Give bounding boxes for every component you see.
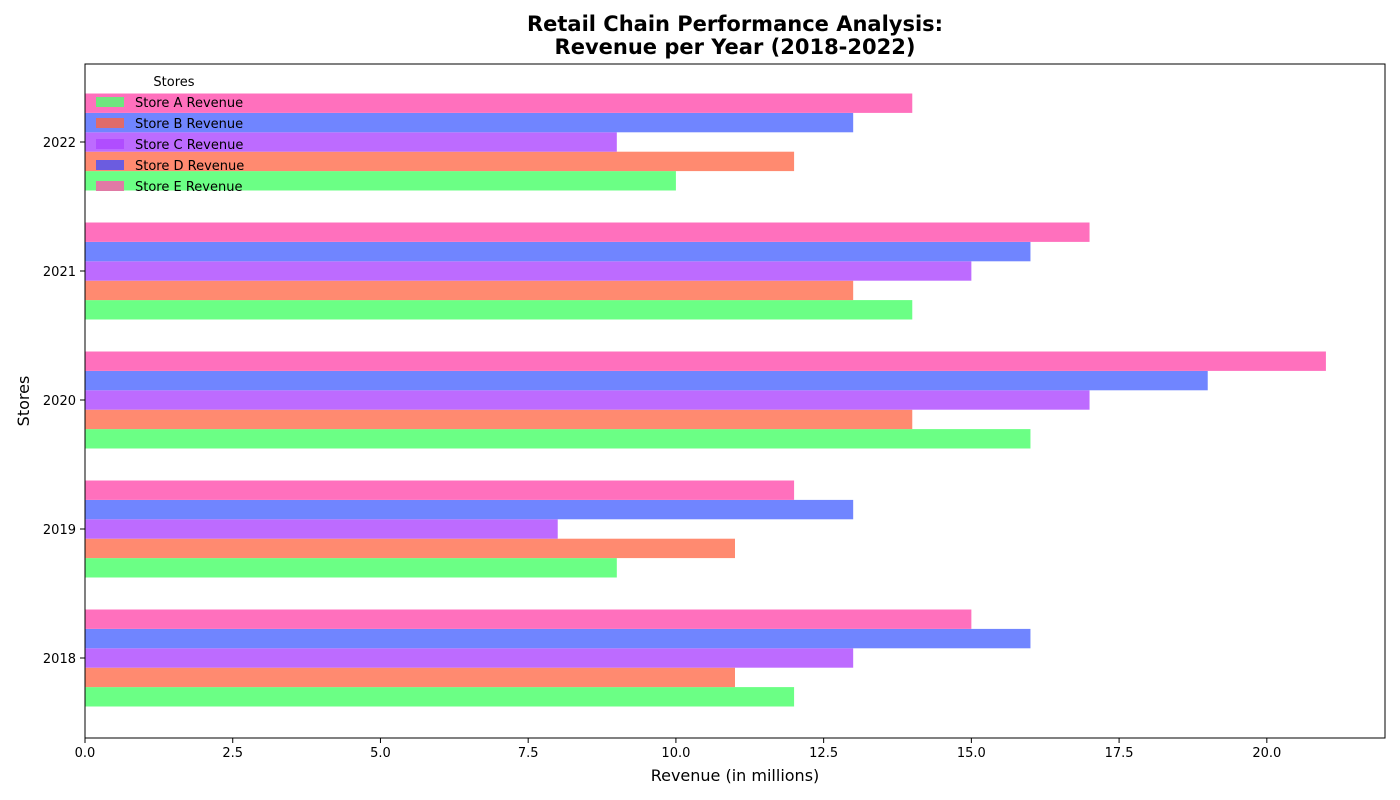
- chart-title-line2: Revenue per Year (2018-2022): [555, 35, 916, 59]
- bar-2022-store-a: [85, 171, 676, 191]
- bar-2022-store-b: [85, 151, 795, 172]
- legend-label-store-b: Store B Revenue: [135, 117, 243, 132]
- bar-2020-store-a: [85, 429, 1031, 449]
- x-tick-label: 20.0: [1252, 746, 1281, 761]
- legend-swatch-store-b: [96, 118, 124, 128]
- bars-group: [85, 93, 1326, 707]
- bar-2020-store-d: [85, 370, 1208, 391]
- chart-title-line1: Retail Chain Performance Analysis:: [527, 12, 943, 36]
- x-tick-label: 2.5: [222, 746, 243, 761]
- bar-2021-store-a: [85, 300, 913, 320]
- bar-2020-store-e: [85, 351, 1326, 371]
- y-tick-label-2020: 2020: [43, 394, 76, 409]
- y-axis-ticks: 2018 2019 2020 2021 2022: [43, 136, 85, 667]
- y-tick-label-2022: 2022: [43, 136, 76, 151]
- bar-2019-store-d: [85, 499, 854, 520]
- bar-2019-store-e: [85, 480, 795, 500]
- x-axis-label: Revenue (in millions): [651, 766, 820, 785]
- bar-2018-store-a: [85, 687, 795, 707]
- y-axis-label: Stores: [14, 376, 33, 427]
- legend: Stores Store A Revenue Store B Revenue Sto…: [96, 75, 244, 195]
- bar-2022-store-d: [85, 112, 854, 133]
- bar-2018-store-e: [85, 609, 972, 629]
- bar-2018-store-d: [85, 628, 1031, 649]
- bar-2019-store-c: [85, 519, 558, 539]
- legend-label-store-d: Store D Revenue: [135, 159, 244, 174]
- bar-2021-store-b: [85, 280, 854, 301]
- bar-2021-store-e: [85, 222, 1090, 242]
- x-tick-label: 7.5: [518, 746, 539, 761]
- legend-label-store-e: Store E Revenue: [135, 180, 242, 195]
- bar-2021-store-c: [85, 261, 972, 281]
- x-tick-label: 10.0: [661, 746, 690, 761]
- legend-swatch-store-c: [96, 139, 124, 149]
- bar-2022-store-e: [85, 93, 913, 113]
- bar-2020-store-b: [85, 409, 913, 430]
- plot-area-frame: [84, 63, 1386, 739]
- x-axis-ticks: 0.0 2.5 5.0 7.5 10.0 12.5 15.0 17.5 20.0: [75, 738, 1281, 761]
- bar-2022-store-c: [85, 132, 617, 152]
- y-tick-label-2021: 2021: [43, 265, 76, 280]
- legend-label-store-a: Store A Revenue: [135, 96, 243, 111]
- y-tick-label-2018: 2018: [43, 652, 76, 667]
- legend-title: Stores: [153, 75, 194, 90]
- x-tick-label: 17.5: [1105, 746, 1134, 761]
- bar-2020-store-c: [85, 390, 1090, 410]
- legend-swatch-store-d: [96, 160, 124, 170]
- bar-2019-store-b: [85, 538, 735, 559]
- bar-2021-store-d: [85, 241, 1031, 262]
- x-tick-label: 0.0: [75, 746, 96, 761]
- bar-2019-store-a: [85, 558, 617, 578]
- legend-label-store-c: Store C Revenue: [135, 138, 243, 153]
- x-tick-label: 5.0: [370, 746, 391, 761]
- x-tick-label: 12.5: [809, 746, 838, 761]
- bar-2018-store-c: [85, 648, 854, 668]
- y-tick-label-2019: 2019: [43, 523, 76, 538]
- legend-swatch-store-a: [96, 97, 124, 107]
- bar-2018-store-b: [85, 667, 735, 688]
- legend-swatch-store-e: [96, 181, 124, 191]
- x-tick-label: 15.0: [957, 746, 986, 761]
